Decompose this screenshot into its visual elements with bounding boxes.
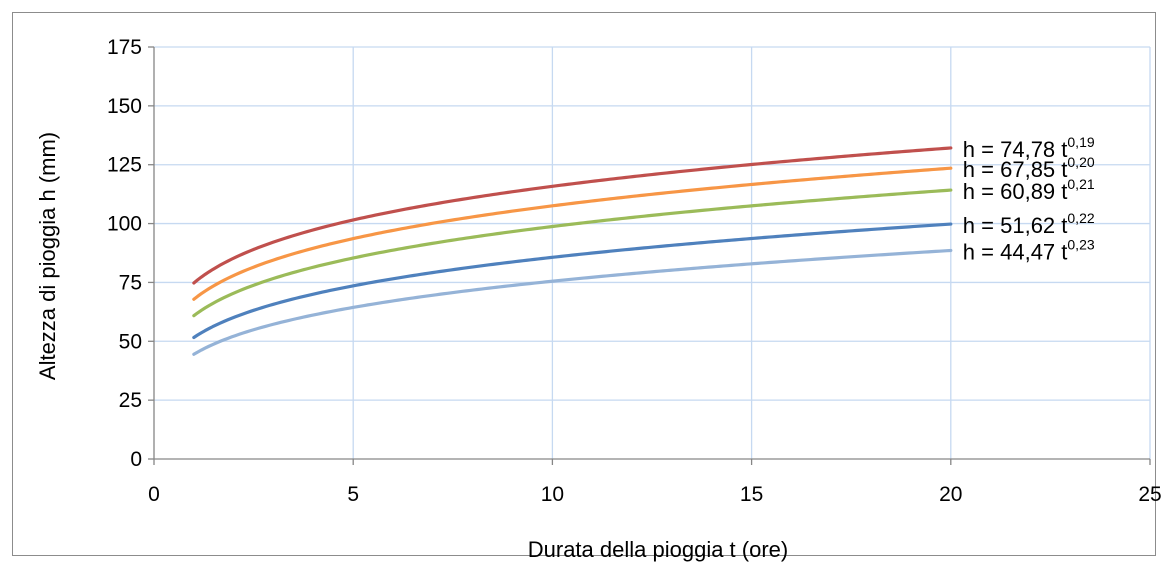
x-tick-label: 10 xyxy=(541,483,564,506)
y-tick-label: 125 xyxy=(107,154,142,177)
y-tick-label: 75 xyxy=(119,271,142,294)
equation-labels: h = 74,78 t0,19h = 67,85 t0,20h = 60,89 … xyxy=(963,134,1095,265)
equation-label-3: h = 60,89 t0,21 xyxy=(963,176,1095,204)
x-axis-title: Durata della pioggia t (ore) xyxy=(528,537,788,562)
x-tick-label: 0 xyxy=(148,483,160,506)
equation-label-4: h = 51,62 t0,22 xyxy=(963,210,1095,238)
x-tick-label: 5 xyxy=(347,483,359,506)
y-tick-label: 25 xyxy=(119,389,142,412)
x-tick-label: 25 xyxy=(1138,483,1161,506)
x-tick-label: 20 xyxy=(939,483,962,506)
y-tick-label: 100 xyxy=(107,213,142,236)
x-tick-label: 15 xyxy=(740,483,763,506)
y-tick-label: 0 xyxy=(130,448,142,471)
y-tick-labels: 0 25 50 75 100 125 150 175 xyxy=(107,36,142,471)
y-tick-label: 175 xyxy=(107,36,142,59)
y-axis-title: Altezza di pioggia h (mm) xyxy=(35,132,60,380)
equation-label-5: h = 44,47 t0,23 xyxy=(963,236,1095,264)
series-lines xyxy=(194,148,951,354)
y-tick-label: 150 xyxy=(107,95,142,118)
y-tick-label: 50 xyxy=(119,330,142,353)
x-tick-labels: 0 5 10 15 20 25 xyxy=(148,483,1162,506)
series-line-1 xyxy=(194,148,951,283)
series-line-5 xyxy=(194,250,951,354)
